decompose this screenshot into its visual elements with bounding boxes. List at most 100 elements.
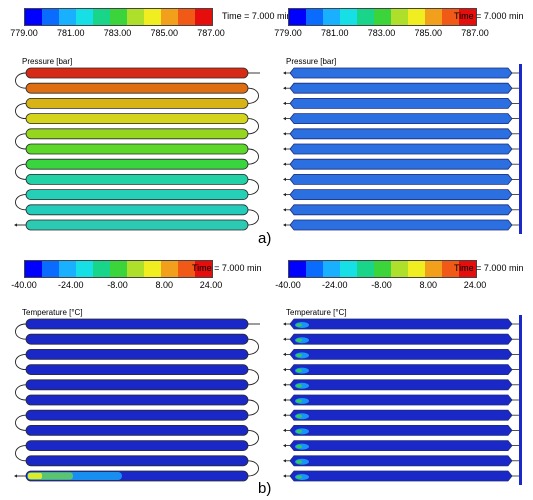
legend-swatch	[425, 9, 442, 25]
legend-swatch	[306, 261, 323, 277]
legend-swatch	[76, 9, 93, 25]
legend-tick-label: -8.00	[107, 280, 128, 290]
legend-swatch	[289, 9, 306, 25]
legend-swatch	[76, 261, 93, 277]
figure-label-b: b)	[258, 480, 272, 497]
tube	[283, 364, 520, 375]
tube	[283, 158, 520, 170]
tube	[283, 333, 520, 345]
tube	[25, 219, 249, 231]
tube	[283, 440, 520, 451]
legend-tick-label: 781.00	[56, 28, 85, 38]
tube	[25, 349, 249, 360]
tube	[283, 128, 520, 140]
legend-ticks: -40.00 -24.00 -8.00 8.00 24.00	[275, 280, 488, 292]
tube	[25, 82, 249, 94]
legend-swatch	[442, 9, 459, 25]
legend-tick-label: 783.00	[367, 28, 396, 38]
u-bend	[247, 460, 259, 477]
manifold-header	[519, 315, 522, 485]
tube	[25, 143, 249, 155]
legend-tick-label: 24.00	[199, 280, 223, 290]
legend-tick-label: 783.00	[103, 28, 132, 38]
tube	[283, 82, 520, 94]
u-bend	[247, 429, 259, 447]
legend-swatch	[25, 261, 42, 277]
legend-tick-label: 8.00	[419, 280, 438, 290]
tube	[283, 204, 520, 216]
legend-swatch	[391, 261, 408, 277]
legend-swatch	[42, 9, 59, 25]
manifold-header	[519, 64, 522, 234]
u-bend	[15, 133, 27, 150]
tube	[25, 174, 249, 185]
u-bend	[15, 353, 27, 371]
u-bend	[247, 118, 259, 135]
legend-tick-label: 787.00	[461, 28, 489, 38]
legend-swatch	[357, 9, 374, 25]
legend-swatch	[323, 9, 340, 25]
tube	[283, 189, 520, 200]
time-label: Time = 7.000 min	[454, 11, 524, 21]
tube	[25, 470, 249, 482]
heat-exchanger-diagram	[283, 315, 522, 485]
u-bend	[15, 163, 27, 180]
legend-swatch	[289, 261, 306, 277]
u-bend	[15, 445, 27, 462]
legend-tick-label: 779.00	[274, 28, 302, 38]
tube	[283, 409, 520, 421]
legend-swatch	[374, 9, 391, 25]
legend-swatch	[374, 261, 391, 277]
legend-swatch	[144, 9, 161, 25]
quantity-label: Pressure [bar]	[22, 57, 73, 66]
legend-swatch	[144, 261, 161, 277]
tube	[25, 98, 249, 109]
tube	[25, 189, 249, 200]
tube	[25, 425, 249, 436]
tube	[283, 219, 520, 231]
legend-bar	[24, 260, 213, 278]
quantity-label: Temperature [°C]	[22, 308, 83, 317]
tube	[283, 67, 520, 79]
legend-swatch	[25, 9, 42, 25]
legend-swatch	[340, 9, 357, 25]
legend-swatch	[161, 9, 178, 25]
legend-swatch	[195, 261, 212, 277]
tube	[283, 379, 520, 391]
u-bend	[15, 102, 27, 120]
legend-swatch	[93, 261, 110, 277]
legend-tick-label: -24.00	[57, 280, 84, 290]
legend-swatch	[178, 9, 195, 25]
tube	[25, 318, 249, 330]
tube	[283, 143, 520, 155]
legend-ticks: 779.00 781.00 783.00 785.00 787.00	[274, 28, 489, 40]
u-bend	[247, 399, 259, 416]
u-bend	[247, 209, 259, 226]
time-label: Time = 7.000 min	[192, 263, 262, 273]
u-bend	[247, 148, 259, 165]
u-bend	[247, 338, 259, 355]
legend-swatch	[408, 261, 425, 277]
legend-bar	[288, 260, 477, 278]
u-bend	[247, 87, 259, 104]
tube	[283, 455, 520, 467]
tube	[25, 379, 249, 391]
legend-swatch	[357, 261, 374, 277]
u-bend	[247, 369, 259, 386]
panel-temperature-manifold: -40.00 -24.00 -8.00 8.00 24.00 Time = 7.000 …	[275, 260, 533, 500]
legend-swatch	[391, 9, 408, 25]
legend-swatch	[127, 9, 144, 25]
legend-tick-label: -40.00	[275, 280, 301, 290]
legend-swatch	[127, 261, 144, 277]
tube	[283, 470, 520, 482]
legend-ticks: -40.00 -24.00 -8.00 8.00 24.00	[11, 280, 224, 292]
legend-swatch	[408, 9, 425, 25]
legend-tick-label: 785.00	[414, 28, 443, 38]
tube	[283, 318, 520, 330]
legend-swatch	[110, 9, 127, 25]
legend-tick-label: 787.00	[197, 28, 225, 38]
tube	[25, 128, 249, 140]
legend-tick-label: 781.00	[320, 28, 349, 38]
u-bend	[15, 323, 27, 340]
legend-swatch	[59, 261, 76, 277]
